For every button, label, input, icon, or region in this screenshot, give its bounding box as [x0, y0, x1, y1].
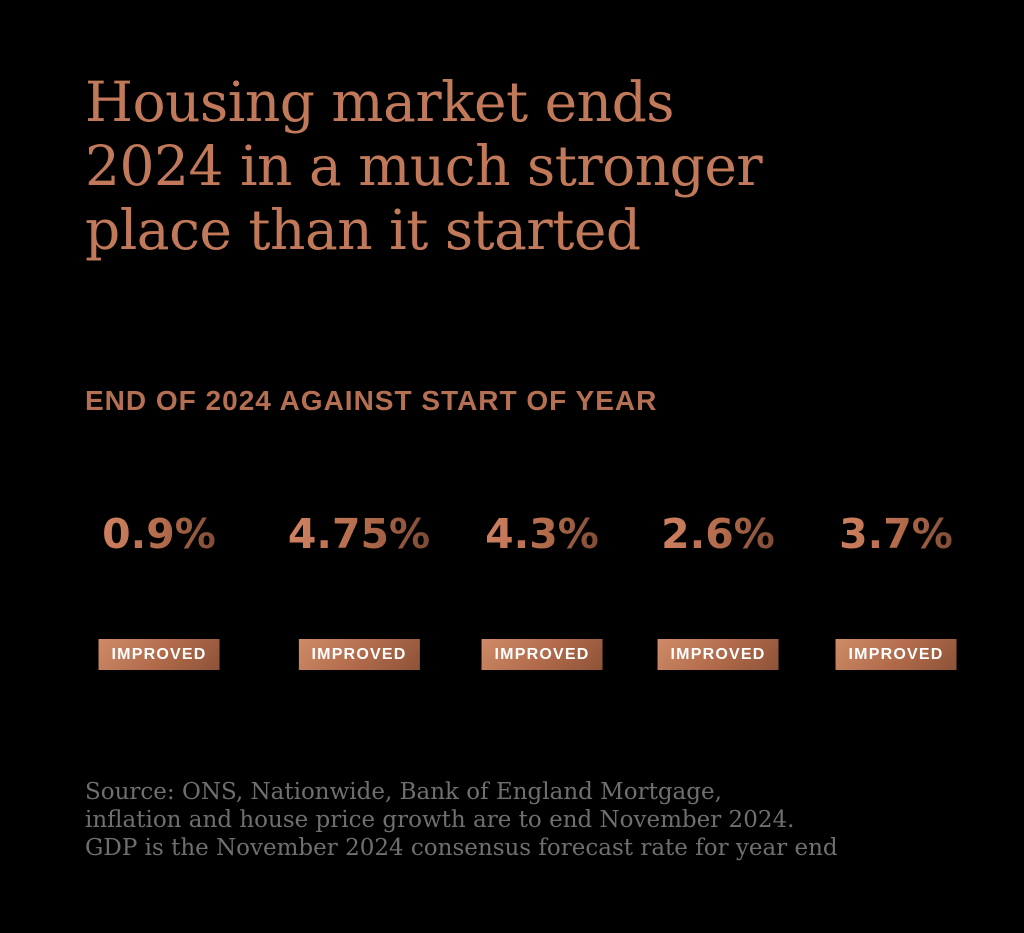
stat-column-4: 2.6% IMPROVED: [657, 512, 779, 670]
improved-badge: IMPROVED: [835, 639, 957, 670]
source-line-1: Source: ONS, Nationwide, Bank of England…: [85, 779, 722, 805]
stat-value: 0.9%: [99, 512, 220, 556]
page-title: Housing market ends 2024 in a much stron…: [85, 70, 763, 262]
improved-badge: IMPROVED: [481, 639, 603, 670]
stat-column-1: 0.9% IMPROVED: [98, 512, 220, 670]
improved-badge: IMPROVED: [298, 639, 420, 670]
improved-badge: IMPROVED: [98, 639, 220, 670]
stat-value: 2.6%: [658, 512, 779, 556]
section-heading: END OF 2024 AGAINST START OF YEAR: [85, 385, 658, 416]
stat-value: 4.75%: [287, 510, 431, 558]
title-line-3: place than it started: [85, 198, 641, 262]
stat-value: 4.3%: [482, 512, 603, 556]
stat-column-2: 4.75% IMPROVED: [288, 512, 430, 670]
source-line-3: GDP is the November 2024 consensus forec…: [85, 835, 838, 861]
title-line-2: 2024 in a much stronger: [85, 134, 763, 198]
improved-badge: IMPROVED: [657, 639, 779, 670]
stat-value: 3.7%: [836, 512, 957, 556]
source-line-2: inflation and house price growth are to …: [85, 807, 795, 833]
stat-column-3: 4.3% IMPROVED: [481, 512, 603, 670]
source-note: Source: ONS, Nationwide, Bank of England…: [85, 778, 838, 862]
stat-column-5: 3.7% IMPROVED: [835, 512, 957, 670]
title-line-1: Housing market ends: [85, 70, 675, 134]
